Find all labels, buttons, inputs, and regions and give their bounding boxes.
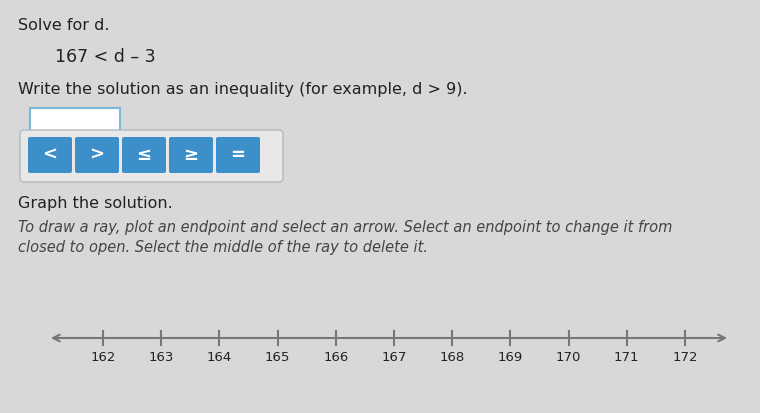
FancyBboxPatch shape bbox=[122, 137, 166, 173]
Text: Write the solution as an inequality (for example, d > 9).: Write the solution as an inequality (for… bbox=[18, 82, 467, 97]
Text: 166: 166 bbox=[323, 351, 348, 364]
Text: 168: 168 bbox=[439, 351, 465, 364]
Text: closed to open. Select the middle of the ray to delete it.: closed to open. Select the middle of the… bbox=[18, 240, 428, 255]
Text: >: > bbox=[90, 146, 104, 164]
Text: <: < bbox=[43, 146, 58, 164]
Text: 164: 164 bbox=[207, 351, 232, 364]
FancyBboxPatch shape bbox=[75, 137, 119, 173]
Text: 171: 171 bbox=[614, 351, 640, 364]
Text: To draw a ray, plot an endpoint and select an arrow. Select an endpoint to chang: To draw a ray, plot an endpoint and sele… bbox=[18, 220, 673, 235]
Text: 167: 167 bbox=[382, 351, 407, 364]
FancyBboxPatch shape bbox=[169, 137, 213, 173]
Text: 165: 165 bbox=[265, 351, 290, 364]
Text: =: = bbox=[230, 146, 245, 164]
FancyBboxPatch shape bbox=[20, 130, 283, 182]
FancyBboxPatch shape bbox=[30, 108, 120, 134]
Text: 169: 169 bbox=[498, 351, 523, 364]
Text: 163: 163 bbox=[148, 351, 174, 364]
Text: ≥: ≥ bbox=[183, 146, 198, 164]
Text: 162: 162 bbox=[90, 351, 116, 364]
Text: ≤: ≤ bbox=[137, 146, 151, 164]
FancyBboxPatch shape bbox=[28, 137, 72, 173]
Text: 172: 172 bbox=[673, 351, 698, 364]
Text: Graph the solution.: Graph the solution. bbox=[18, 196, 173, 211]
Text: Solve for d.: Solve for d. bbox=[18, 18, 109, 33]
Text: 167 < d – 3: 167 < d – 3 bbox=[55, 48, 156, 66]
FancyBboxPatch shape bbox=[216, 137, 260, 173]
Text: 170: 170 bbox=[556, 351, 581, 364]
